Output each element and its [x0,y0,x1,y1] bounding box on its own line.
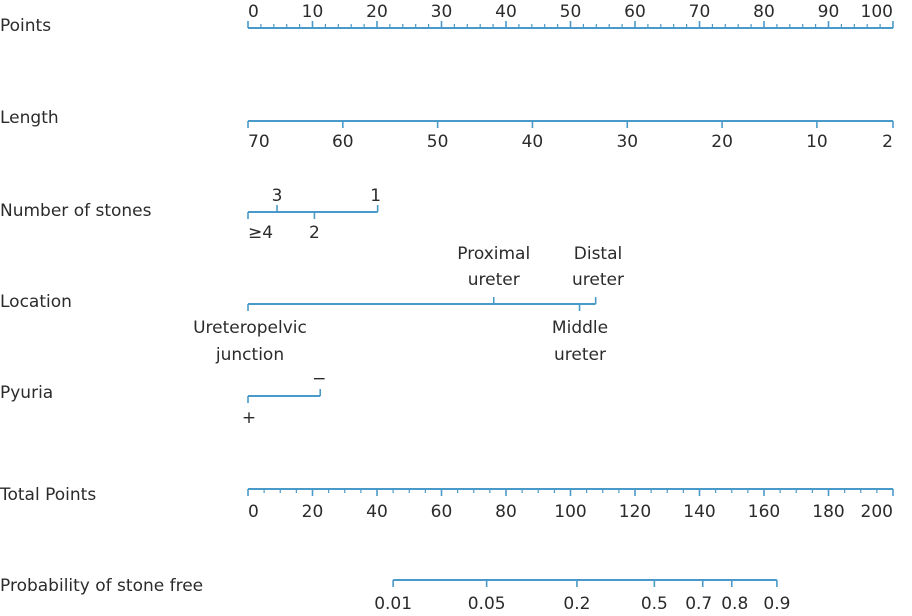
probability-tick-label: 0.01 [374,594,412,614]
total-points-tick-label: 140 [683,502,715,522]
points-tick-label: 90 [818,2,840,22]
location-tick-label: ureter [572,270,624,290]
location-tick-label: Distal [574,244,622,264]
probability-tick-label: 0.5 [641,594,668,614]
total-points-tick-label: 20 [302,502,324,522]
number-of-stones-tick-label: 3 [272,186,283,206]
probability-tick-label: 0.05 [468,594,506,614]
total-points-tick-label: 80 [495,502,517,522]
total-points-tick-label: 180 [812,502,844,522]
pyuria-tick-label: + [242,408,256,428]
probability-tick-label: 0.9 [763,594,790,614]
probability-tick-label: 0.7 [685,594,712,614]
points-tick-label: 40 [495,2,517,22]
points-tick-label: 80 [753,2,775,22]
points-tick-label: 60 [624,2,646,22]
total-points-tick-label: 0 [248,502,259,522]
length-tick-label: 60 [332,132,354,152]
location-axis-title: Location [0,292,72,312]
location-tick-label: Middle [552,318,608,338]
number-of-stones-tick-label: 2 [309,223,320,243]
pyuria-axis-title: Pyuria [0,383,53,403]
length-tick-label: 40 [522,132,544,152]
points-tick-label: 100 [861,2,893,22]
number-of-stones-tick-label: ≥4 [248,223,273,243]
points-tick-label: 70 [689,2,711,22]
points-axis-title: Points [0,16,51,36]
number-of-stones-tick-label: 1 [370,186,381,206]
total-points-tick-label: 200 [861,502,893,522]
total-points-tick-label: 100 [554,502,586,522]
points-tick-label: 30 [431,2,453,22]
axis-labels: Points Length Number of stones Location … [0,16,203,596]
length-tick-label: 10 [806,132,828,152]
location-tick-label: Ureteropelvic [193,318,307,338]
total-points-tick-label: 40 [366,502,388,522]
points-tick-label: 50 [560,2,582,22]
location-tick-label: ureter [554,345,606,365]
points-tick-label: 10 [302,2,324,22]
number-of-stones-axis-title: Number of stones [0,201,152,221]
total-points-tick-label: 160 [748,502,780,522]
length-tick-label: 20 [711,132,733,152]
total-points-axis-title: Total Points [0,485,96,505]
length-axis-title: Length [0,108,59,128]
location-tick-label: Proximal [457,244,530,264]
probability-axis-title: Probability of stone free [0,576,203,596]
length-tick-label: 30 [616,132,638,152]
probability-tick-label: 0.2 [563,594,590,614]
length-tick-label: 70 [248,132,270,152]
points-tick-label: 20 [366,2,388,22]
location-tick-label: ureter [468,270,520,290]
length-tick-label: 2 [882,132,893,152]
location-tick-label: junction [215,345,284,365]
pyuria-tick-label: − [312,369,326,389]
points-tick-label: 0 [248,2,259,22]
total-points-tick-label: 120 [619,502,651,522]
length-tick-label: 50 [427,132,449,152]
probability-tick-label: 0.8 [721,594,748,614]
total-points-tick-label: 60 [431,502,453,522]
